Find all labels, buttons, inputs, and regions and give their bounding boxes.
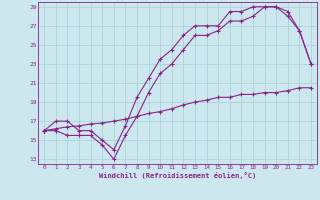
X-axis label: Windchill (Refroidissement éolien,°C): Windchill (Refroidissement éolien,°C): [99, 172, 256, 179]
